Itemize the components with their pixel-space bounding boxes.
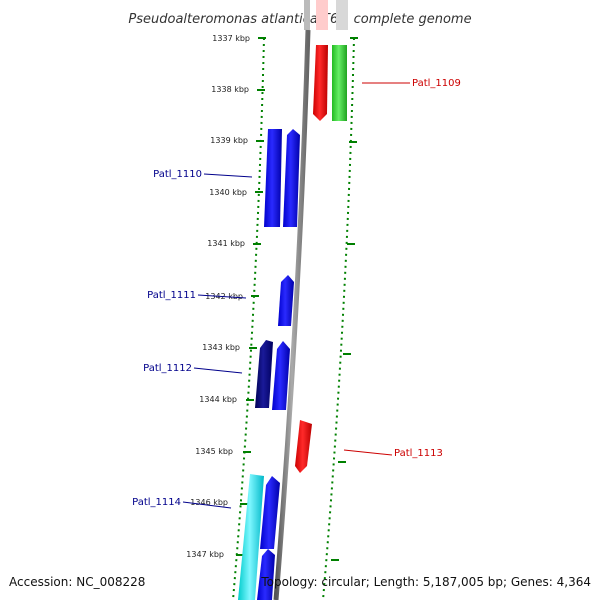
gene-label-patl-1114[interactable]: Patl_1114 bbox=[132, 497, 181, 508]
gene-feature-patl-1112-a[interactable] bbox=[255, 340, 273, 408]
gene-feature-patl-1114-b[interactable] bbox=[257, 549, 275, 600]
accession-text: Accession: NC_008228 bbox=[9, 575, 145, 589]
ruler-label: 1339 kbp bbox=[210, 136, 248, 145]
gene-feature-patl-1111[interactable] bbox=[278, 275, 294, 326]
gene-label-patl-1113[interactable]: Patl_1113 bbox=[394, 448, 443, 459]
green-feature[interactable] bbox=[332, 45, 347, 121]
gene-callout-patl-1109[interactable]: Patl_1109 bbox=[362, 78, 461, 89]
gene-label-patl-1110[interactable]: Patl_1110 bbox=[153, 169, 202, 180]
gene-feature-patl-1114-cyan[interactable] bbox=[238, 474, 264, 600]
ruler-label: 1347 kbp bbox=[186, 550, 224, 559]
genome-summary-text: Topology: circular; Length: 5,187,005 bp… bbox=[260, 575, 591, 589]
gene-feature-patl-1112-b[interactable] bbox=[272, 341, 290, 410]
gene-callout-patl-1112[interactable]: Patl_1112 bbox=[143, 363, 243, 374]
gene-callout-patl-1113[interactable]: Patl_1113 bbox=[343, 448, 443, 459]
ruler-label: 1344 kbp bbox=[199, 395, 237, 404]
ruler-label: 1343 kbp bbox=[202, 343, 240, 352]
ruler-label: 1341 kbp bbox=[207, 239, 245, 248]
gene-feature-patl-1113[interactable] bbox=[295, 420, 312, 473]
ruler-label: 1338 kbp bbox=[211, 85, 249, 94]
gene-feature-patl-1110-b[interactable] bbox=[283, 129, 300, 227]
inner-dotted-ring bbox=[232, 37, 265, 600]
gene-feature-patl-1114-a[interactable] bbox=[260, 476, 280, 549]
gene-label-patl-1109[interactable]: Patl_1109 bbox=[412, 78, 461, 89]
gene-callout-patl-1110[interactable]: Patl_1110 bbox=[153, 169, 253, 180]
ruler-label: 1346 kbp bbox=[190, 498, 228, 507]
genome-title: Pseudoalteromonas atlantica T6c, complet… bbox=[128, 12, 471, 27]
gene-label-patl-1111[interactable]: Patl_1111 bbox=[147, 290, 196, 301]
ruler-label: 1340 kbp bbox=[209, 188, 247, 197]
gene-callout-patl-1111[interactable]: Patl_1111 bbox=[147, 290, 247, 301]
gene-label-patl-1112[interactable]: Patl_1112 bbox=[143, 363, 192, 374]
track-cap-red bbox=[316, 0, 328, 30]
outer-dotted-ring bbox=[322, 37, 355, 600]
gene-feature-patl-1109[interactable] bbox=[313, 45, 328, 121]
gene-callout-patl-1114[interactable]: Patl_1114 bbox=[132, 497, 232, 509]
track-cap-grey bbox=[336, 0, 348, 30]
ruler-label: 1345 kbp bbox=[195, 447, 233, 456]
genome-backbone bbox=[273, 29, 311, 600]
track-cap-center bbox=[304, 0, 310, 30]
ruler-ticks bbox=[236, 37, 358, 561]
ruler-label: 1337 kbp bbox=[212, 34, 250, 43]
gene-feature-patl-1110-a[interactable] bbox=[264, 129, 282, 227]
